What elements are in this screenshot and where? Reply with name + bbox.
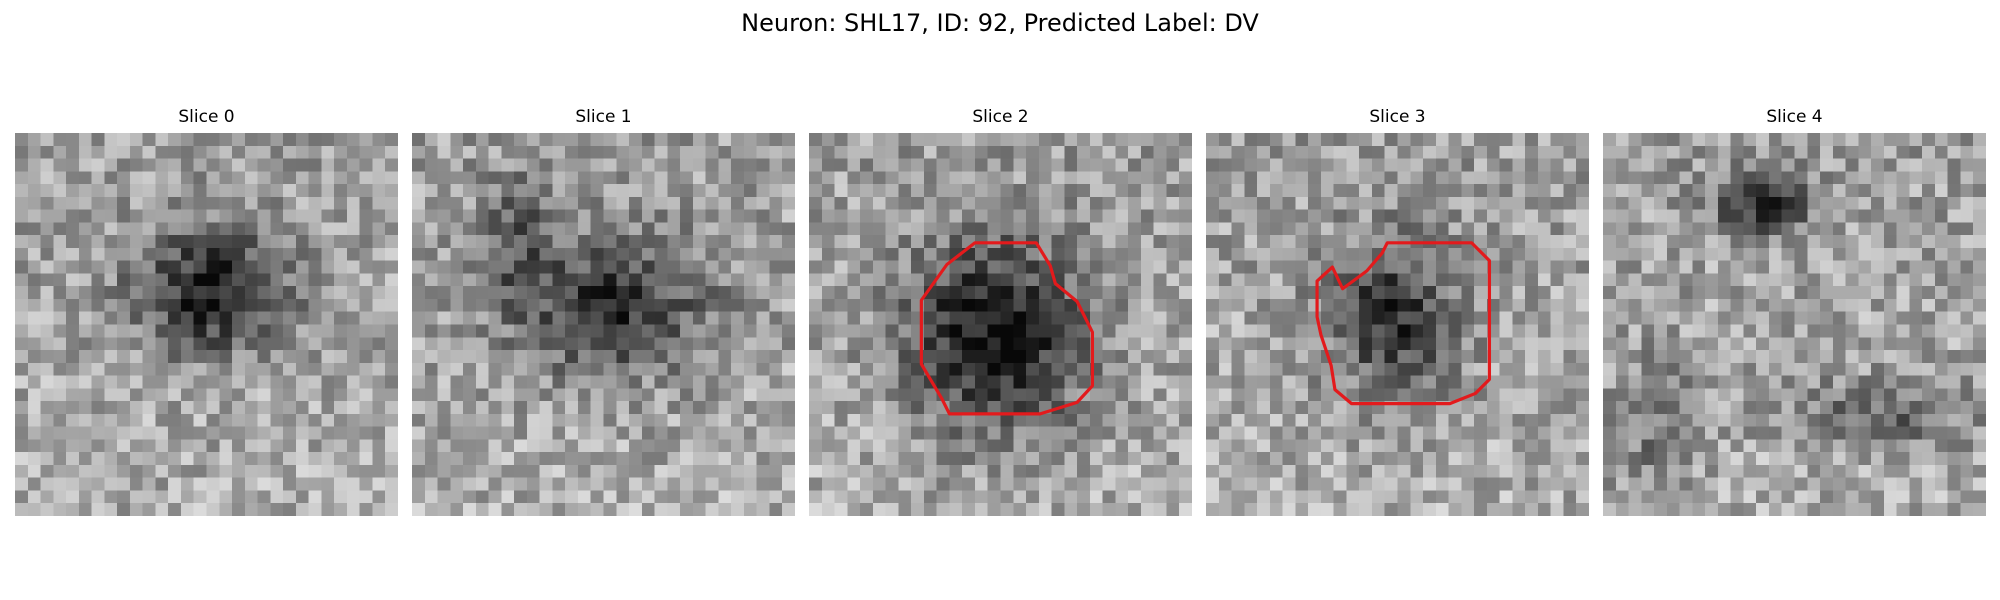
figure-title: Neuron: SHL17, ID: 92, Predicted Label: … [741,9,1259,37]
slice-panel-3: Slice 3 [1206,105,1589,516]
slice-title-1: Slice 1 [575,107,632,127]
slice-image-2 [809,133,1192,516]
slice-image-0 [15,133,398,516]
slice-image-4 [1603,133,1986,516]
slice-panel-4: Slice 4 [1603,105,1986,516]
roi-contour-3 [1315,241,1492,406]
slice-title-0: Slice 0 [178,107,235,127]
roi-contour-2 [919,241,1095,416]
slice-panel-1: Slice 1 [412,105,795,516]
slice-title-4: Slice 4 [1766,107,1823,127]
slice-panel-0: Slice 0 [15,105,398,516]
slice-image-3 [1206,133,1589,516]
slice-title-2: Slice 2 [972,107,1029,127]
slice-image-1 [412,133,795,516]
slice-title-3: Slice 3 [1369,107,1426,127]
slice-panel-2: Slice 2 [809,105,1192,516]
